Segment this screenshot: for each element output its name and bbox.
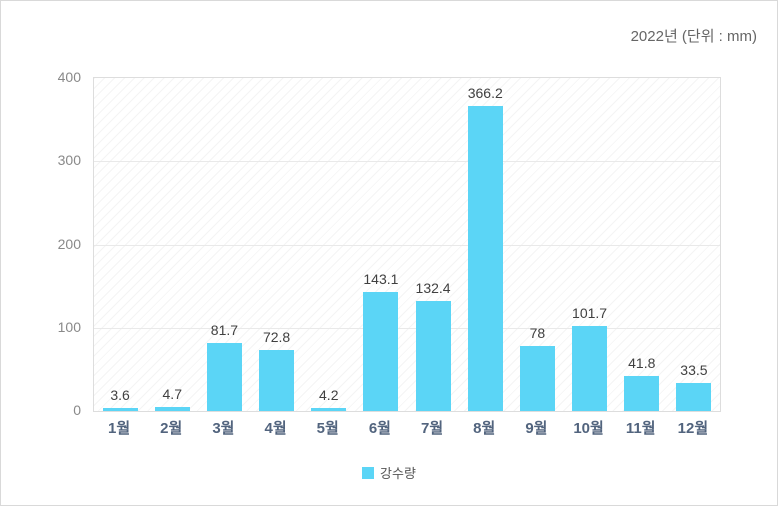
bar bbox=[206, 343, 242, 411]
bar bbox=[102, 408, 138, 411]
x-axis-label: 8월 bbox=[473, 420, 496, 437]
bar-value-label: 4.2 bbox=[319, 387, 339, 403]
x-axis-label: 11월 bbox=[625, 420, 656, 437]
chart-title: 2022년 (단위 : mm) bbox=[630, 28, 757, 45]
x-axis-label: 3월 bbox=[212, 420, 235, 437]
bar bbox=[519, 346, 555, 411]
x-axis-label: 5월 bbox=[316, 420, 339, 437]
gridline bbox=[94, 161, 720, 163]
bar bbox=[676, 383, 712, 411]
x-axis-label: 1월 bbox=[108, 420, 131, 437]
bar-value-label: 33.5 bbox=[680, 362, 708, 378]
legend: 강수량 bbox=[1, 463, 777, 482]
x-axis-label: 9월 bbox=[525, 420, 548, 437]
bar bbox=[311, 408, 347, 411]
x-axis-label: 12월 bbox=[677, 420, 709, 437]
y-axis-tick-label: 300 bbox=[57, 152, 81, 169]
bar-value-label: 41.8 bbox=[628, 355, 656, 371]
x-axis: 1월 2월 3월 4월 5월 6월 7월 8월 9월 10월 11월 12월 bbox=[93, 418, 721, 442]
bar bbox=[467, 106, 503, 411]
y-axis-tick-label: 0 bbox=[73, 402, 81, 418]
x-axis-label: 7월 bbox=[421, 420, 444, 437]
legend-item-precipitation[interactable]: 강수량 bbox=[362, 463, 416, 482]
bar-value-label: 4.7 bbox=[162, 386, 182, 402]
bar-value-label: 143.1 bbox=[363, 271, 399, 287]
bar-value-label: 366.2 bbox=[467, 85, 503, 101]
bar bbox=[363, 292, 399, 411]
bar bbox=[154, 407, 190, 411]
x-axis-label: 10월 bbox=[573, 420, 604, 437]
bar-value-label: 72.8 bbox=[262, 329, 291, 345]
y-axis-tick-label: 200 bbox=[57, 235, 81, 252]
y-axis-tick-label: 400 bbox=[57, 69, 81, 85]
bar-value-label: 3.6 bbox=[110, 387, 130, 403]
y-axis: 0 100 200 300 400 bbox=[1, 69, 81, 418]
y-axis-tick-label: 100 bbox=[57, 318, 81, 335]
bar bbox=[624, 376, 660, 411]
plot-area: 3.6 4.7 81.7 72.8 4.2 143.1 132.4 366.2 78 101.7 4… bbox=[93, 77, 721, 412]
gridline bbox=[94, 327, 720, 329]
x-axis-label: 4월 bbox=[264, 420, 287, 437]
x-axis-label: 6월 bbox=[368, 420, 391, 437]
bar-value-label: 101.7 bbox=[572, 305, 608, 321]
legend-label: 강수량 bbox=[380, 466, 416, 481]
bar-value-label: 78 bbox=[529, 325, 546, 341]
bar bbox=[572, 326, 608, 411]
gridline bbox=[94, 244, 720, 246]
bar bbox=[415, 301, 451, 411]
bar-value-label: 81.7 bbox=[210, 322, 239, 338]
bar-value-label: 132.4 bbox=[415, 280, 451, 296]
legend-swatch-icon bbox=[362, 466, 375, 479]
x-axis-label: 2월 bbox=[160, 420, 183, 437]
bar bbox=[259, 350, 295, 411]
